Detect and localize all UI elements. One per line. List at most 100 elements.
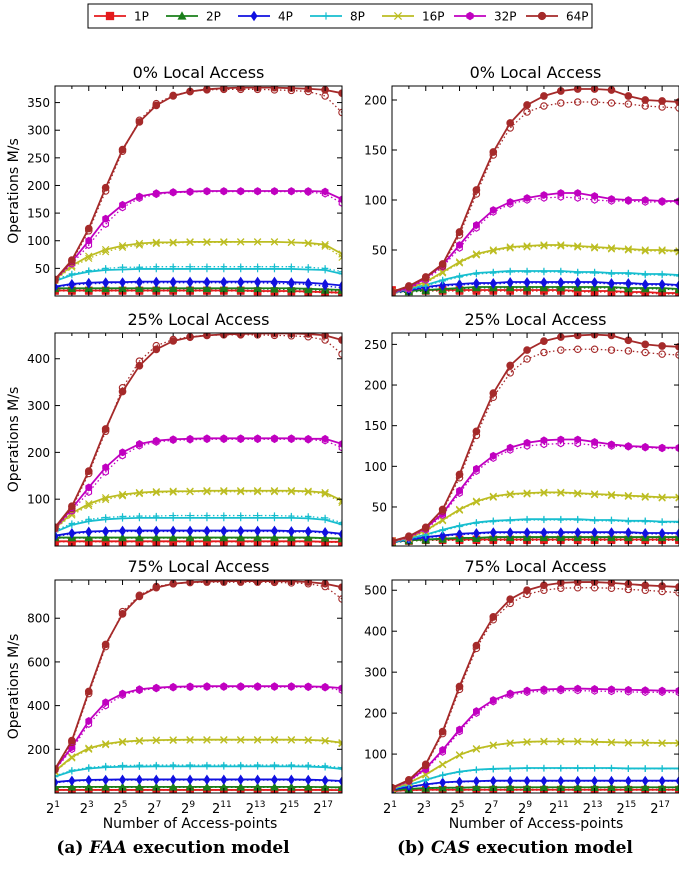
data-point — [118, 387, 127, 396]
data-point — [203, 434, 211, 443]
data-point — [658, 197, 666, 205]
data-point — [674, 284, 679, 293]
data-point — [220, 238, 228, 246]
legend-item: 4P — [238, 10, 293, 24]
data-point — [68, 278, 76, 289]
data-point — [455, 470, 464, 479]
data-point — [152, 189, 160, 198]
data-point — [557, 685, 565, 693]
data-point — [287, 682, 295, 691]
data-point-hollow — [658, 247, 666, 255]
data-point — [338, 270, 342, 278]
data-point — [118, 490, 127, 499]
data-point — [405, 776, 413, 784]
data-point — [641, 528, 649, 538]
data-point — [186, 187, 194, 196]
data-point — [203, 265, 211, 273]
data-point — [102, 463, 110, 472]
data-point-hollow — [270, 488, 279, 496]
data-point — [169, 265, 177, 273]
y-tick-label: 300 — [27, 124, 50, 138]
data-point — [68, 767, 76, 775]
data-point — [152, 265, 160, 273]
data-point — [135, 118, 144, 126]
data-point — [540, 241, 548, 249]
data-point — [338, 521, 342, 528]
axes-frame — [54, 332, 343, 547]
data-point — [102, 214, 110, 223]
data-point-hollow — [203, 488, 211, 496]
data-point — [55, 782, 60, 791]
x-tick-label: 23 — [80, 800, 94, 817]
data-point — [473, 269, 480, 277]
data-point — [186, 735, 194, 744]
data-point — [237, 514, 245, 522]
series-line — [392, 788, 679, 792]
y-tick-label: 400 — [27, 352, 50, 366]
data-point-hollow — [169, 488, 177, 496]
data-point — [219, 533, 229, 541]
data-point — [489, 775, 497, 786]
data-point — [489, 613, 498, 621]
data-point — [523, 346, 531, 354]
caption-model: FAA — [89, 838, 127, 858]
x-tick-label: 215 — [279, 800, 299, 817]
data-point — [304, 277, 312, 288]
series-64p — [55, 86, 342, 285]
data-point — [101, 740, 110, 748]
y-tick-label: 150 — [364, 419, 387, 433]
data-point — [152, 533, 161, 541]
data-point — [338, 583, 342, 592]
legend-marker — [105, 11, 115, 21]
data-point — [237, 682, 245, 691]
axes-frame — [54, 85, 343, 297]
data-point — [270, 533, 279, 541]
data-point — [236, 487, 245, 495]
series-line — [392, 767, 679, 790]
data-point — [455, 751, 464, 759]
data-point — [152, 736, 161, 744]
data-point — [574, 268, 582, 276]
data-point — [136, 440, 143, 448]
data-point — [641, 581, 650, 590]
data-point — [136, 276, 143, 287]
data-point — [102, 763, 109, 771]
data-point — [287, 187, 295, 195]
data-point — [101, 494, 110, 502]
data-point — [321, 775, 329, 786]
data-point — [439, 530, 446, 541]
data-point — [608, 516, 615, 524]
data-point — [489, 527, 497, 538]
legend-marker — [466, 11, 474, 21]
series-line — [55, 289, 342, 294]
x-tick-label: 25 — [114, 800, 128, 817]
data-point — [304, 533, 313, 541]
y-axis-label: Operations M/s — [6, 634, 22, 740]
chart-panel: 0% Local Access 50 100 150 200 — [364, 63, 679, 297]
data-point — [55, 281, 59, 292]
data-point — [540, 337, 548, 345]
legend-label: 4P — [278, 10, 293, 24]
data-point — [220, 265, 228, 273]
data-point — [456, 776, 463, 787]
data-point — [118, 533, 127, 541]
data-point-hollow — [573, 345, 582, 354]
data-point — [506, 277, 514, 287]
data-point — [85, 268, 93, 275]
data-point — [270, 238, 279, 246]
legend-label: 1P — [134, 10, 149, 24]
data-point — [152, 487, 161, 496]
data-point — [607, 738, 616, 746]
caption-suffix: execution model — [475, 838, 633, 858]
data-point — [557, 764, 565, 772]
data-point — [186, 525, 194, 536]
data-point — [169, 435, 177, 444]
data-point — [186, 487, 194, 495]
x-tick-label: 217 — [650, 800, 670, 817]
data-point — [540, 527, 548, 538]
data-point — [68, 527, 76, 538]
legend-item: 8P — [310, 10, 365, 24]
data-point — [152, 683, 160, 692]
data-point — [202, 283, 212, 292]
data-point — [489, 517, 497, 525]
